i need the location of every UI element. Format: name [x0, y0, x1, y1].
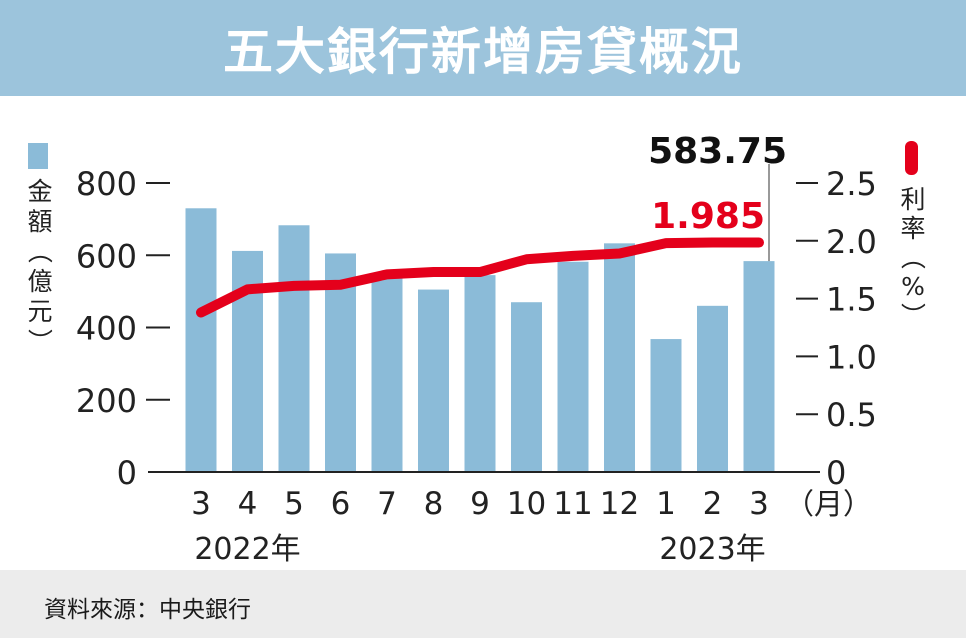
- x-tick-label: 10: [507, 486, 546, 522]
- right-tick-label: 0.5: [826, 396, 877, 434]
- x-tick-label: 1: [656, 486, 676, 522]
- x-tick-label: 5: [284, 486, 304, 522]
- bar: [418, 289, 449, 472]
- left-tick-label: 600: [76, 237, 137, 275]
- left-tick-label: 0: [117, 454, 137, 492]
- bar: [650, 339, 682, 472]
- x-tick-label: 9: [470, 486, 490, 522]
- bar: [743, 261, 775, 472]
- right-tick-label: 2.0: [826, 223, 877, 261]
- right-tick-label: 1.5: [826, 281, 877, 319]
- left-tick-label: 400: [76, 310, 137, 348]
- right-axis-label-char: 率: [900, 214, 925, 243]
- x-tick-label: 12: [600, 486, 639, 522]
- chart-area: 0 200 400 600 800 0 0.5 1.0 1.5 2.0 2.5 金額（億元）利率（%）…: [0, 96, 966, 570]
- x-tick-label: 8: [424, 486, 444, 522]
- bar: [697, 305, 728, 472]
- bar: [464, 275, 496, 472]
- left-axis-label-char: 億: [27, 267, 52, 296]
- right-axis-label-char: （: [898, 244, 927, 269]
- left-axis-label-char: 元: [27, 297, 52, 326]
- source-note: 資料來源：中央銀行: [44, 597, 251, 623]
- left-tick-label: 800: [76, 165, 137, 203]
- x-tick-label: 2: [703, 486, 723, 522]
- left-axis-label-char: 金: [27, 177, 52, 206]
- right-tick-label: 2.5: [826, 165, 877, 203]
- last-line-value-label: 1.985: [651, 196, 765, 237]
- line-legend-swatch: [905, 141, 918, 175]
- last-bar-value-label: 583.75: [648, 131, 787, 172]
- bar: [185, 208, 217, 472]
- right-axis-label-char: ）: [898, 302, 927, 327]
- chart-title: 五大銀行新增房貸概況: [223, 23, 743, 81]
- x-tick-label: 3: [191, 486, 211, 522]
- x-tick-label: 6: [331, 486, 351, 522]
- year-label: 2023年: [659, 532, 765, 567]
- chart-svg: 020040060080000.51.01.52.02.5金額（億元）利率（%）…: [25, 131, 927, 567]
- x-tick-label: 11: [553, 486, 592, 522]
- x-tick-label: 7: [377, 486, 397, 522]
- bar: [557, 261, 589, 472]
- right-axis-label-char: 利: [900, 185, 925, 214]
- footer: 資料來源：中央銀行: [0, 570, 966, 638]
- right-tick-label: 0: [826, 454, 846, 492]
- title-banner: 五大銀行新增房貸概況: [0, 0, 966, 96]
- right-axis-label-char: %: [901, 272, 925, 301]
- left-axis-label-char: ）: [25, 328, 54, 353]
- bar: [511, 302, 542, 472]
- x-tick-label: 4: [238, 486, 258, 522]
- rate-line: [196, 237, 764, 318]
- year-label: 2022年: [194, 532, 300, 567]
- bar: [604, 243, 635, 472]
- left-axis-label-char: （: [25, 238, 54, 263]
- left-axis-label-char: 額: [27, 207, 52, 236]
- right-tick-label: 1.0: [826, 338, 877, 376]
- left-tick-label: 200: [76, 382, 137, 420]
- x-tick-label: 3: [749, 486, 769, 522]
- bar: [371, 275, 403, 472]
- x-unit-label: （月）: [785, 487, 872, 521]
- bar-legend-swatch: [28, 143, 48, 169]
- bar: [278, 225, 310, 472]
